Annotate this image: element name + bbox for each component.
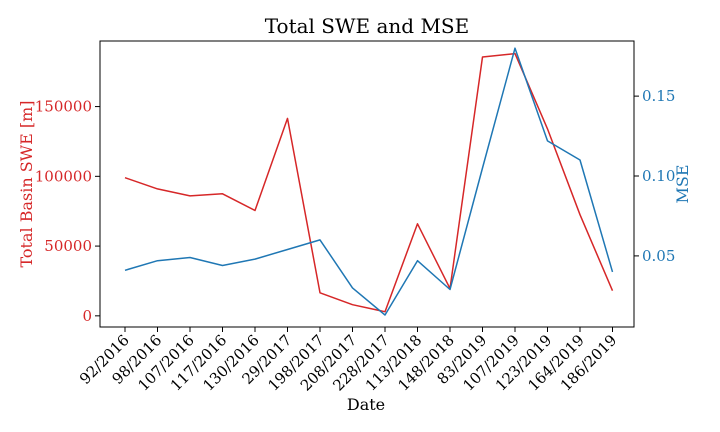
right-y-tick-label: 0.15 xyxy=(642,87,675,105)
mse-series-line xyxy=(124,47,614,316)
left-axis-label: Total Basin SWE [m] xyxy=(17,100,36,267)
plot-frame xyxy=(99,40,635,328)
left-y-tick-label: 100000 xyxy=(35,167,92,185)
left-y-tick-label: 50000 xyxy=(44,237,92,255)
left-y-tick-label: 150000 xyxy=(35,98,92,116)
right-y-tick-label: 0.10 xyxy=(642,167,675,185)
x-axis-label: Date xyxy=(347,395,385,414)
right-axis-label: MSE xyxy=(673,164,692,203)
right-y-tick-label: 0.05 xyxy=(642,247,675,265)
chart-title: Total SWE and MSE xyxy=(265,14,470,38)
left-y-tick-label: 0 xyxy=(82,307,92,325)
swe-series-line xyxy=(124,52,614,313)
plot-area: 92/201698/2016107/2016117/2016130/201629… xyxy=(35,47,675,395)
